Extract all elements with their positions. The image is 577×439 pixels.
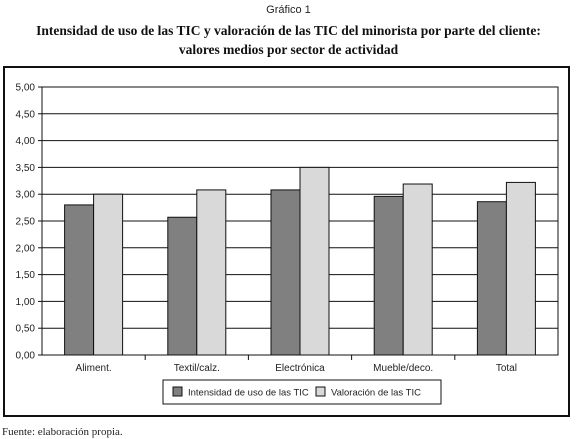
chart-title-line-2: valores medios por sector de actividad bbox=[178, 42, 399, 57]
y-tick-label: 4,50 bbox=[16, 109, 36, 120]
x-tick-label: Textil/calz. bbox=[174, 363, 220, 374]
legend bbox=[162, 379, 442, 405]
figure-caption: Gráfico 1 bbox=[266, 4, 311, 16]
x-tick-label: Total bbox=[496, 363, 517, 374]
bar bbox=[373, 195, 404, 356]
x-tick-label: Mueble/deco. bbox=[373, 363, 433, 374]
bar bbox=[64, 204, 95, 356]
chart-frame bbox=[3, 66, 570, 417]
y-tick-label: 2,00 bbox=[16, 243, 36, 254]
y-tick-label: 1,00 bbox=[16, 297, 36, 308]
chart-title: Intensidad de uso de las TIC y valoració… bbox=[0, 21, 577, 59]
y-tick-label: 5,00 bbox=[16, 83, 36, 94]
bar bbox=[505, 181, 536, 356]
bar bbox=[196, 189, 227, 356]
y-tick-label: 1,50 bbox=[16, 270, 36, 281]
y-tick-label: 3,50 bbox=[16, 163, 36, 174]
bar bbox=[93, 193, 124, 356]
y-tick-label: 0,50 bbox=[16, 324, 36, 335]
x-tick-label: Aliment. bbox=[76, 363, 112, 374]
bar bbox=[476, 201, 507, 356]
y-tick-label: 3,00 bbox=[16, 190, 36, 201]
legend-swatch bbox=[315, 386, 326, 397]
y-tick-label: 2,50 bbox=[16, 217, 36, 228]
x-tick-label: Electrónica bbox=[275, 363, 325, 374]
legend-label: Intensidad de uso de las TIC bbox=[188, 388, 309, 399]
chart-title-line-1: Intensidad de uso de las TIC y valoració… bbox=[36, 23, 541, 38]
bar bbox=[167, 216, 198, 356]
bar bbox=[402, 183, 433, 356]
legend-swatch bbox=[172, 386, 183, 397]
legend-label: Valoración de las TIC bbox=[331, 388, 421, 399]
source-note: Fuente: elaboración propia. bbox=[2, 426, 123, 438]
bar bbox=[270, 189, 301, 356]
y-tick-label: 0,00 bbox=[16, 351, 36, 362]
bar bbox=[299, 166, 330, 356]
y-tick-label: 4,00 bbox=[16, 136, 36, 147]
